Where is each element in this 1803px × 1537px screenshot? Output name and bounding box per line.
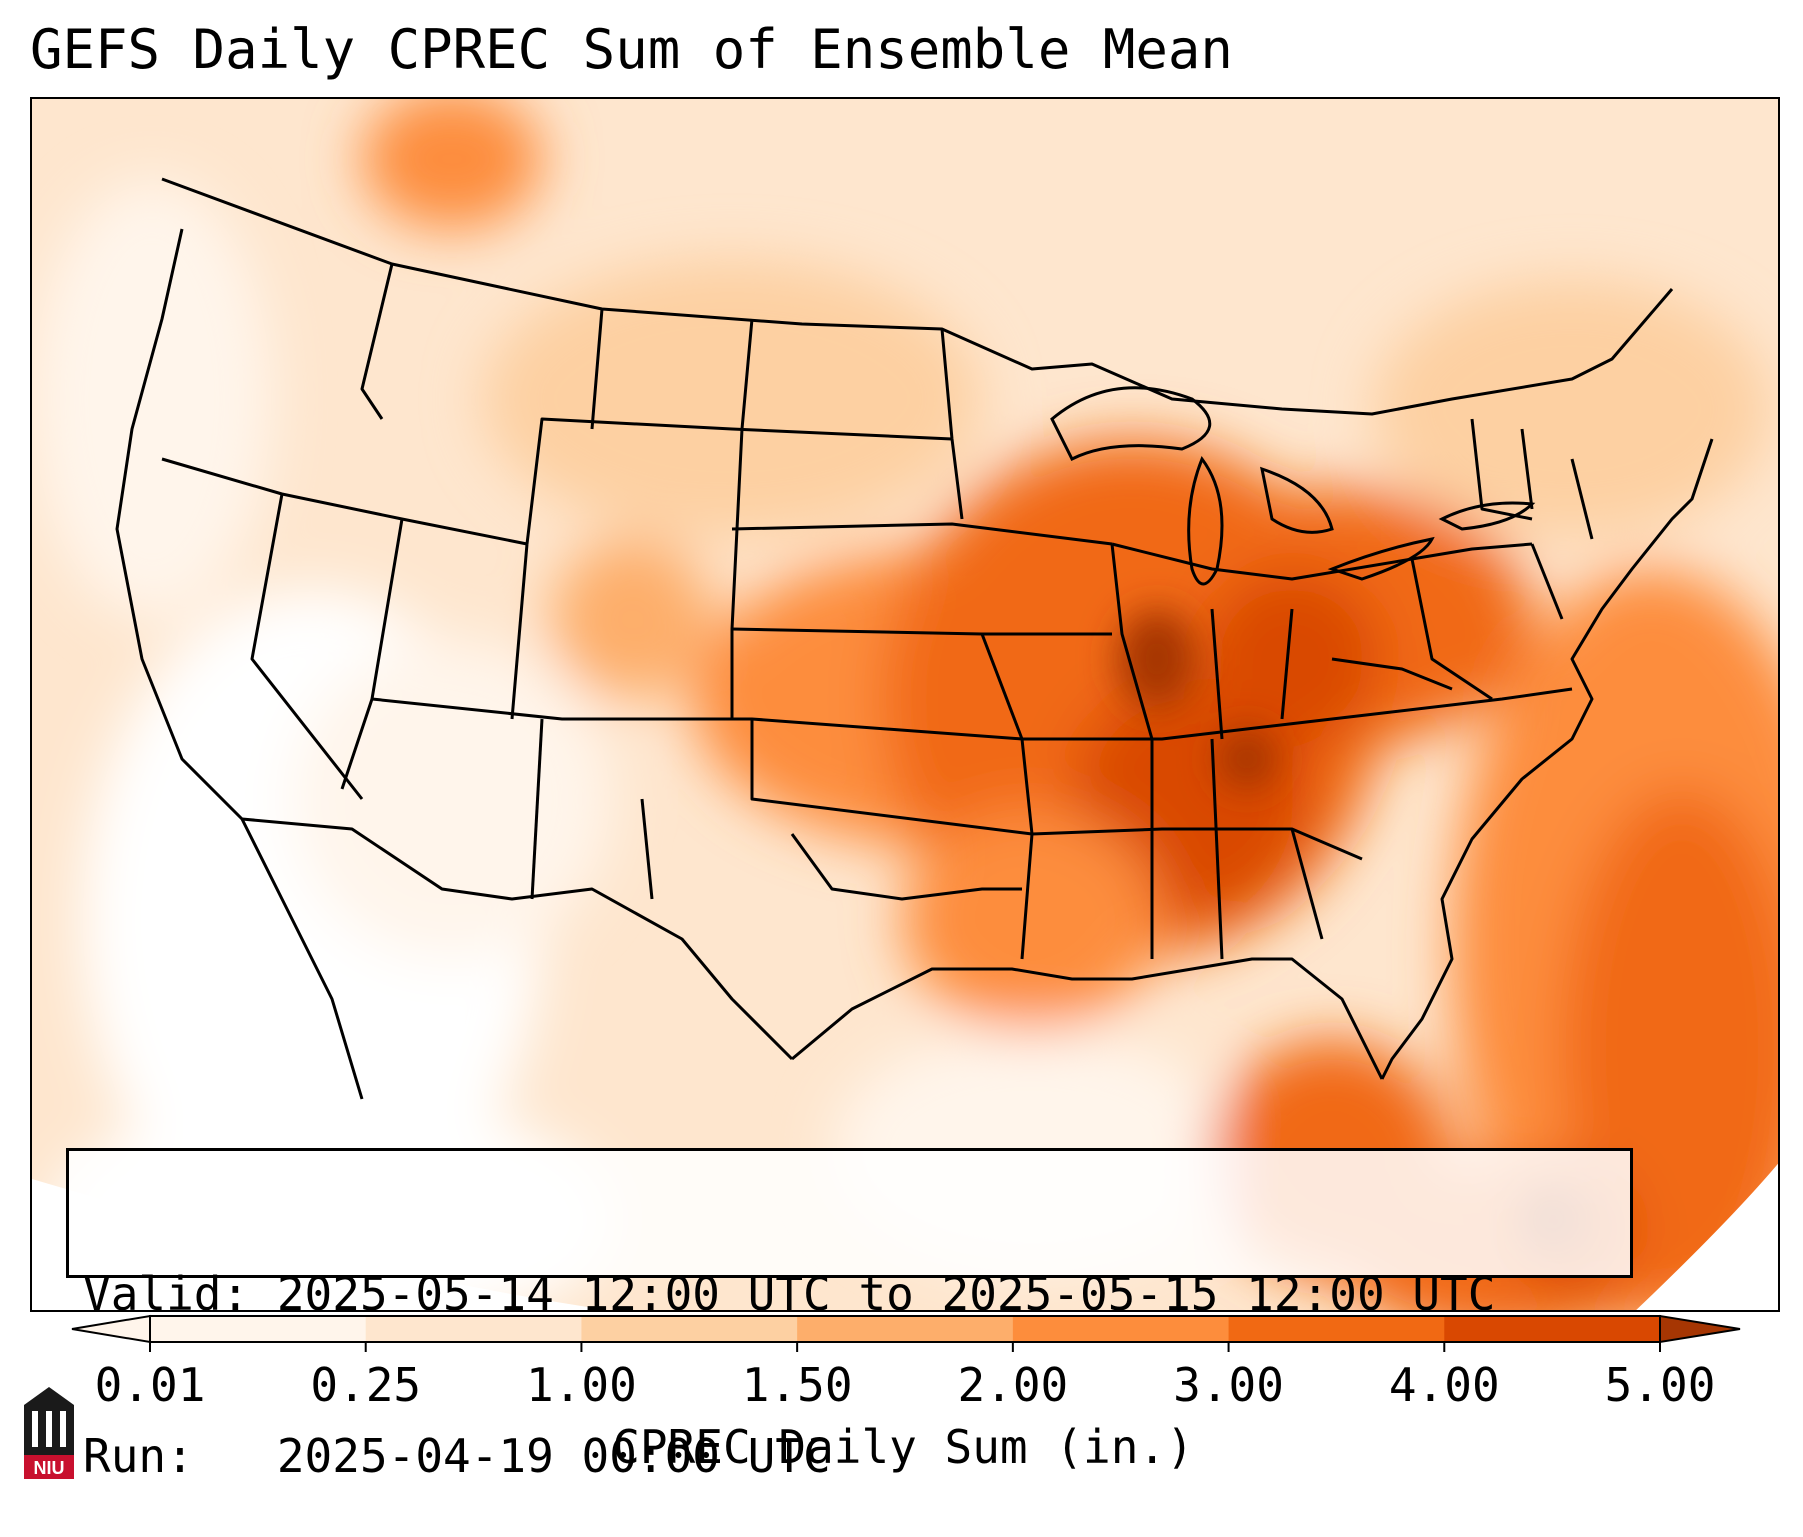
valid-run-info-box: Valid: 2025-05-14 12:00 UTC to 2025-05-1… — [66, 1148, 1633, 1483]
west-coast — [115, 228, 364, 1100]
gulf-coast — [791, 957, 1384, 1080]
map-title: GEFS Daily CPREC Sum of Ensemble Mean — [30, 18, 1233, 81]
political-borders — [115, 177, 1714, 1100]
colorbar-tick-label: 2.00 — [957, 1358, 1069, 1412]
run-time-text: Run: 2025-04-19 00:00 UTC — [83, 1429, 831, 1483]
colorbar-tick-label: 0.01 — [94, 1358, 206, 1412]
colorbar — [71, 1314, 1741, 1352]
us-canada-border — [161, 177, 1674, 416]
colorbar-tick-label: 5.00 — [1604, 1358, 1716, 1412]
colorbar-outline — [149, 1315, 1661, 1343]
colorbar-segment — [1444, 1316, 1661, 1342]
colorbar-tick-label: 1.00 — [526, 1358, 637, 1412]
colorbar-tick-label: 1.50 — [741, 1358, 853, 1412]
colorbar-extend-low — [71, 1314, 151, 1344]
colorbar-tick-label: 4.00 — [1388, 1358, 1500, 1412]
colorbar-segment — [1012, 1316, 1230, 1342]
map-canvas — [32, 99, 1778, 1310]
colorbar-segment — [1228, 1316, 1445, 1342]
precip-map — [30, 97, 1780, 1312]
projection-edge-se — [1636, 1163, 1778, 1310]
colorbar-segment — [797, 1316, 1014, 1342]
lake-ontario — [1438, 501, 1536, 531]
colorbar-tick-label: 0.25 — [310, 1358, 422, 1412]
colorbar-extend-high — [1659, 1314, 1741, 1344]
lake-michigan — [1187, 455, 1224, 586]
great-lakes — [1050, 386, 1536, 586]
valid-time-text: Valid: 2025-05-14 12:00 UTC to 2025-05-1… — [83, 1267, 1496, 1321]
colorbar-label: CPREC Daily Sum (in.) — [612, 1420, 1194, 1474]
colorbar-segment — [150, 1316, 367, 1342]
svg-text:NIU: NIU — [34, 1458, 65, 1478]
us-mexico-border — [241, 817, 794, 1061]
lake-huron — [1260, 466, 1334, 534]
colorbar-tick-label: 3.00 — [1173, 1358, 1284, 1412]
lake-erie — [1327, 536, 1435, 581]
niu-logo: NIU — [24, 1387, 74, 1479]
colorbar-segment — [581, 1316, 798, 1342]
lake-superior — [1050, 386, 1212, 462]
colorbar-segment — [365, 1316, 582, 1342]
east-coast — [1380, 438, 1714, 1080]
